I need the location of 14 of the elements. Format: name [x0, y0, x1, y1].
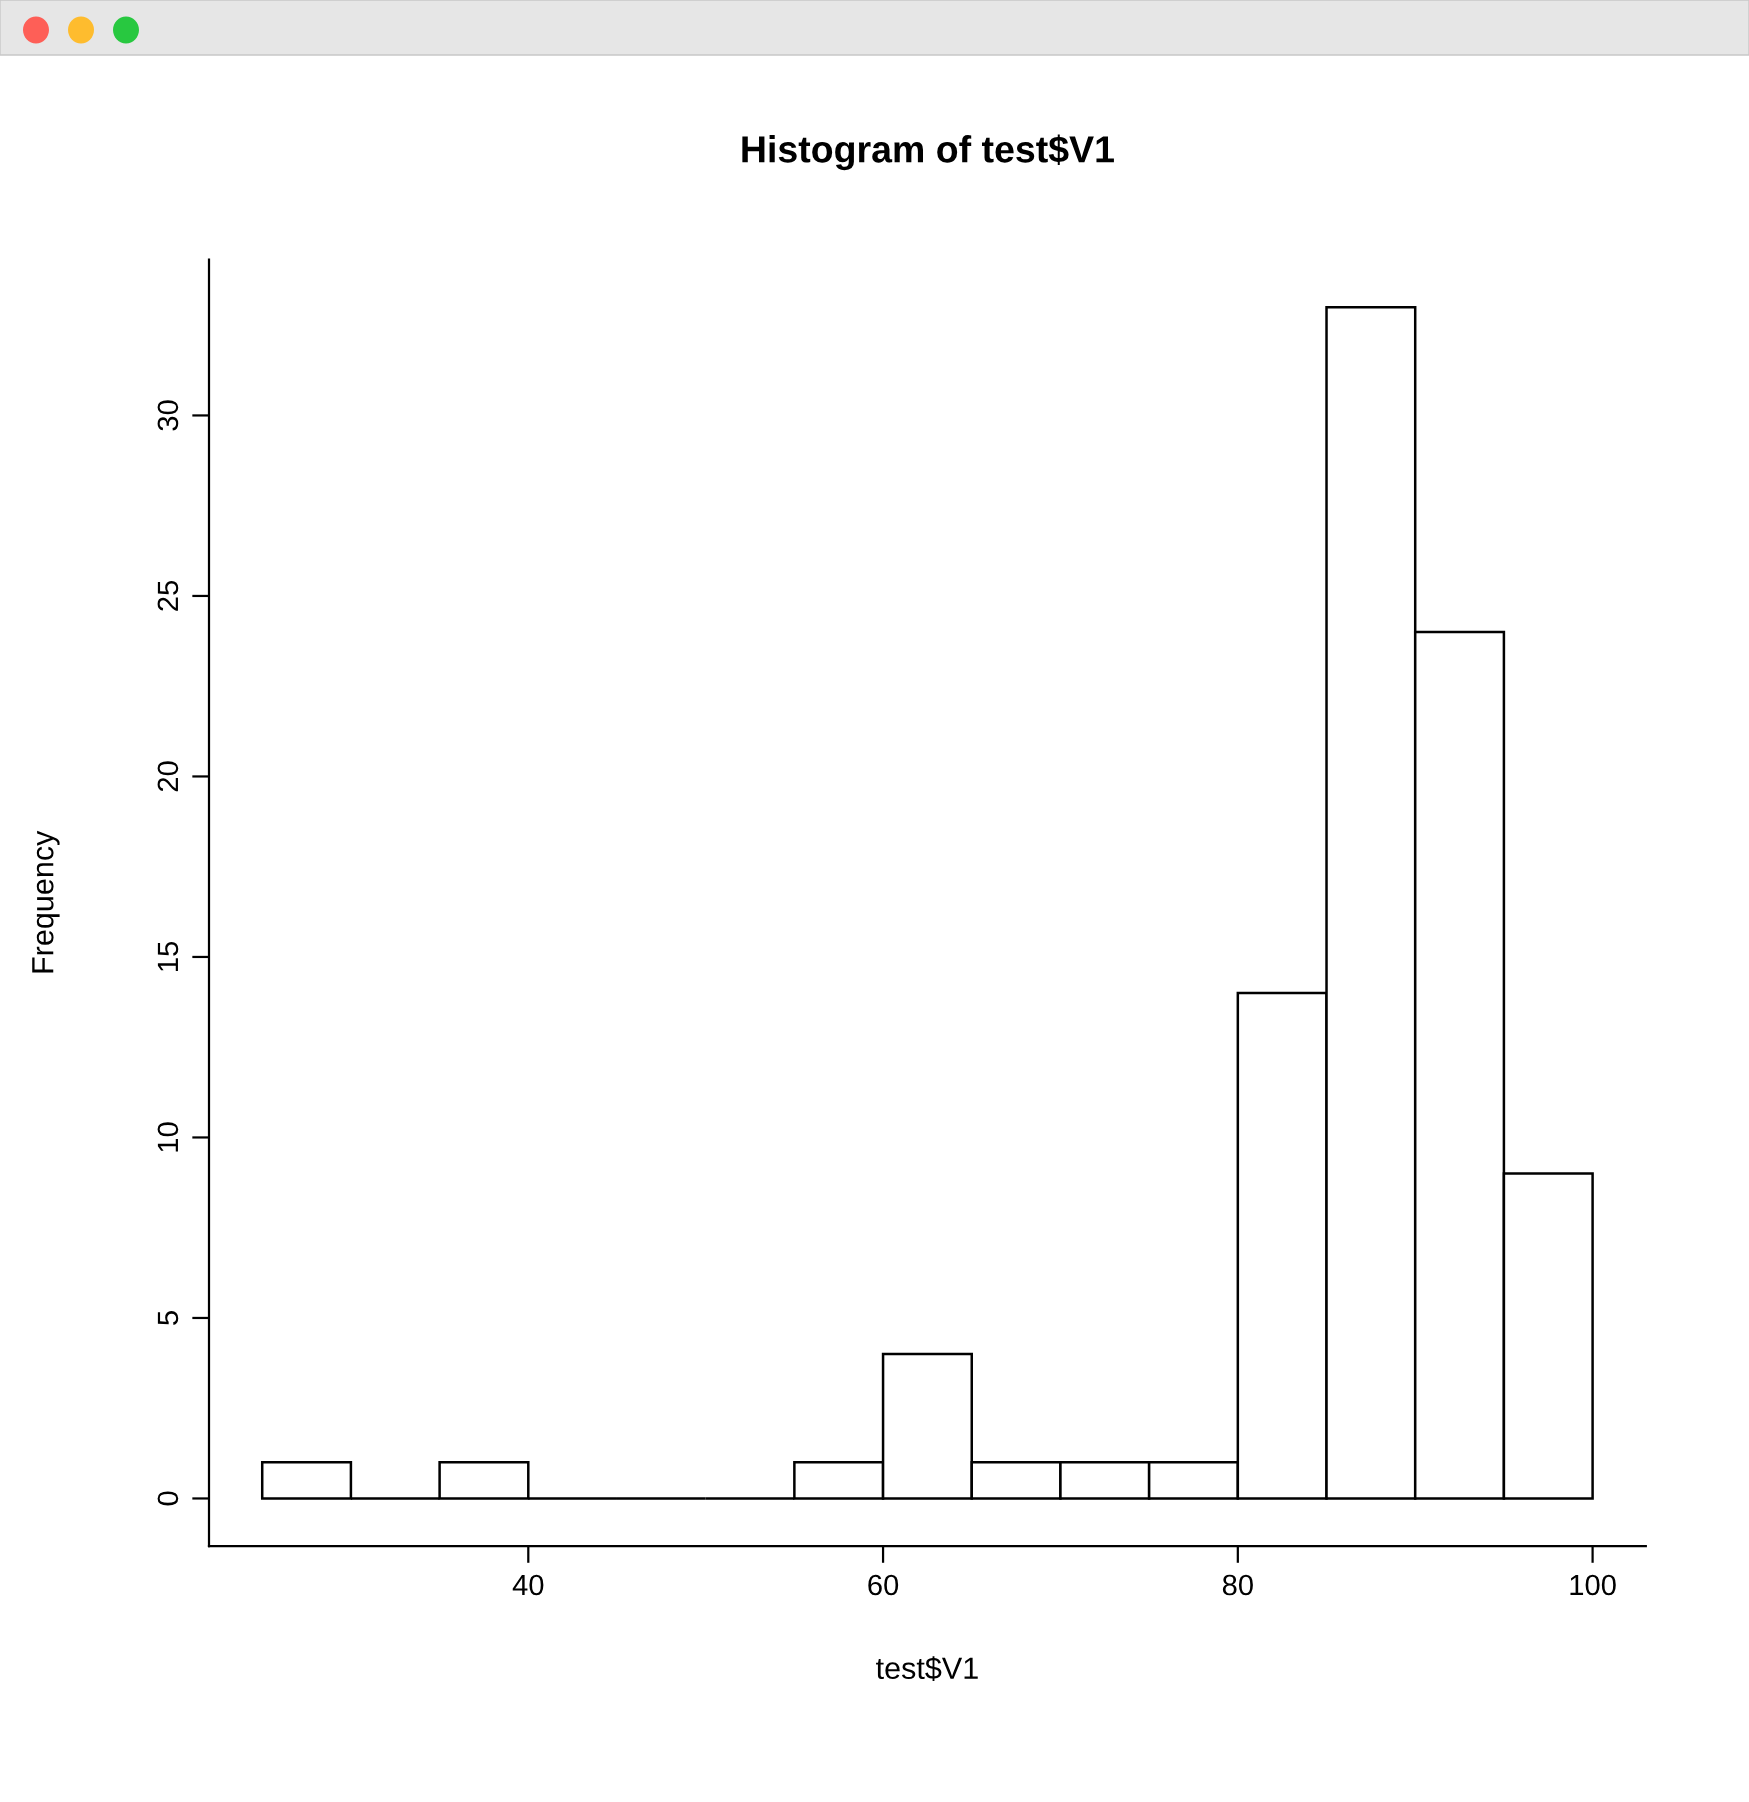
y-tick-label: 25	[157, 580, 179, 611]
y-tick-label: 5	[157, 1311, 179, 1325]
x-tick-label: 80	[1222, 1574, 1253, 1596]
y-axis-title: Frequency	[32, 830, 60, 973]
y-tick-label: 20	[157, 761, 179, 792]
chart-title: Histogram of test$V1	[742, 134, 1114, 171]
x-axis-title: test$V1	[876, 1656, 978, 1681]
x-tick-label: 40	[512, 1574, 544, 1596]
y-tick-label: 30	[157, 400, 179, 431]
x-tick-label: 60	[868, 1574, 899, 1596]
y-tick-label: 15	[157, 941, 179, 971]
x-tick-label: 100	[1570, 1574, 1616, 1596]
y-tick-label: 0	[157, 1491, 179, 1506]
y-tick-label: 10	[157, 1122, 179, 1152]
